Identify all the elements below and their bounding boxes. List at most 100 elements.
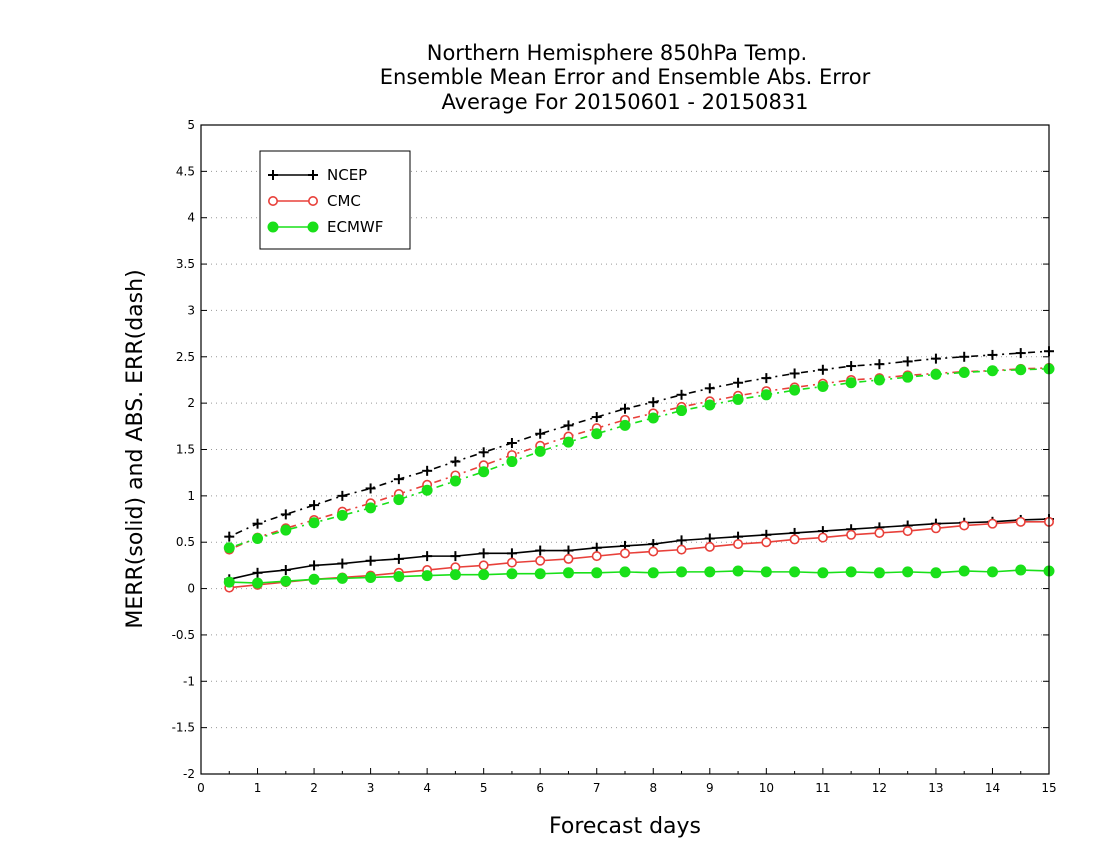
y-tick-label: 5: [187, 118, 195, 132]
series-ncep-abs-err-point: [450, 456, 461, 467]
x-tick-label: 8: [649, 781, 657, 795]
series-ncep-abs-err-point: [846, 361, 857, 372]
x-axis-label: Forecast days: [549, 814, 701, 839]
series-ecmwf-merr-point: [619, 566, 631, 578]
legend-box: [259, 150, 411, 250]
series-ecmwf-merr-point: [591, 567, 603, 579]
series-ncep-merr-point: [704, 533, 715, 544]
series-ecmwf-abs-err-point: [223, 542, 235, 554]
series-ncep-abs-err-point: [704, 383, 715, 394]
chart-title-line-2: Ensemble Mean Error and Ensemble Abs. Er…: [380, 65, 871, 89]
series-cmc-merr-point: [789, 534, 800, 545]
series-cmc-merr-point: [676, 544, 687, 555]
series-ecmwf-merr-point: [732, 565, 744, 577]
series-cmc: [224, 362, 1055, 593]
series-ncep-merr-point: [393, 553, 404, 564]
series-ecmwf-merr-point: [478, 569, 490, 581]
chart-title-line-1: Northern Hemisphere 850hPa Temp.: [427, 41, 807, 65]
series-ecmwf-abs-err-point: [902, 371, 914, 383]
series-cmc-merr-point: [930, 523, 941, 534]
series-ecmwf-merr-point: [506, 568, 518, 580]
series-ncep-abs-err-point: [874, 359, 885, 370]
y-tick-label: 3.5: [176, 257, 195, 271]
series-ncep-abs-err-point: [506, 438, 517, 449]
series-ncep-merr-point: [252, 567, 263, 578]
y-tick-label: -2: [183, 767, 195, 781]
series-ecmwf-merr-point: [308, 573, 320, 585]
legend-item-cmc: CMC: [267, 192, 361, 210]
series-ncep-abs-err-point: [902, 356, 913, 367]
series-ecmwf-abs-err-point: [817, 380, 829, 392]
series-ecmwf-merr-point: [986, 566, 998, 578]
legend-label-ecmwf: ECMWF: [327, 218, 383, 236]
y-axis-label: MERR(solid) and ABS. ERR(dash): [123, 269, 148, 628]
series-ncep-abs-err-point: [422, 465, 433, 476]
x-tick-label: 10: [759, 781, 774, 795]
series-ecmwf-abs-err-point: [760, 389, 772, 401]
series-cmc-merr-point: [846, 529, 857, 540]
x-tick-label: 0: [197, 781, 205, 795]
series-ncep-merr-line: [229, 518, 1050, 581]
series-ncep-merr-point: [591, 542, 602, 553]
series-ecmwf-abs-err-point: [365, 502, 377, 514]
series-ecmwf-abs-err-point: [280, 524, 292, 536]
series-ncep-merr-point: [506, 548, 517, 559]
series-ecmwf-abs-err-point: [732, 393, 744, 405]
series-ecmwf-abs-err-point: [619, 419, 631, 431]
series-layer: [223, 346, 1055, 593]
y-tick-label: -1: [183, 674, 195, 688]
series-ecmwf-abs-err-point: [986, 365, 998, 377]
y-axis-ticks: -2 -1.5 -1 -0.5 0 0.5 1 1.5 2 2.5 3 3.5 4 4.5 5: [172, 118, 1049, 781]
legend-marker-ncep-start: [268, 170, 278, 180]
series-cmc-merr-point: [1015, 516, 1026, 527]
series-ncep-abs-err-point: [1015, 348, 1026, 359]
series-ncep-abs-err-point: [959, 351, 970, 362]
series-ncep-merr-point: [337, 558, 348, 569]
series-ecmwf: [223, 363, 1055, 589]
series-ecmwf-abs-err-point: [873, 374, 885, 386]
legend-marker-cmc-end: [307, 196, 318, 207]
series-ncep-abs-err-point: [761, 373, 772, 384]
series-ecmwf-abs-err-point: [252, 533, 264, 545]
series-ecmwf-abs-err-point: [1015, 364, 1027, 376]
series-ecmwf-merr-point: [676, 566, 688, 578]
x-axis-ticks: 0 1 2 3 4 5 6 7 8 9 10 11 12 13 14 15: [197, 768, 1057, 795]
series-ecmwf-abs-err-point: [393, 494, 405, 506]
series-ecmwf-merr-point: [789, 566, 801, 578]
x-tick-label: 9: [706, 781, 714, 795]
legend-marker-ncep-end: [308, 170, 318, 180]
y-tick-label: 0.5: [176, 535, 195, 549]
series-cmc-merr-point: [591, 551, 602, 562]
series-ncep-abs-err-point: [535, 428, 546, 439]
x-tick-label: 15: [1041, 781, 1056, 795]
series-ecmwf-merr-point: [930, 567, 942, 579]
series-ncep-abs-err-point: [987, 349, 998, 360]
series-ecmwf-merr-point: [958, 565, 970, 577]
series-ecmwf-abs-err-point: [308, 517, 320, 529]
series-cmc-merr-point: [563, 553, 574, 564]
series-ncep-abs-err-point: [224, 531, 235, 542]
legend: NCEP CMC ECMWF: [259, 150, 411, 250]
series-cmc-merr-point: [874, 527, 885, 538]
x-tick-label: 1: [254, 781, 262, 795]
series-ecmwf-merr-point: [704, 566, 716, 578]
series-ncep-abs-err-point: [591, 412, 602, 423]
series-ncep-abs-err-point: [930, 353, 941, 364]
series-ecmwf-merr-point: [817, 567, 829, 579]
series-ecmwf-merr-point: [1015, 564, 1027, 576]
series-ncep-merr-point: [676, 535, 687, 546]
legend-marker-ecmwf-end: [307, 221, 319, 233]
series-ecmwf-abs-err-point: [845, 377, 857, 389]
series-ncep-abs-err-point: [280, 509, 291, 520]
series-ncep-abs-err-point: [365, 483, 376, 494]
y-tick-label: 4: [187, 211, 195, 225]
series-ncep-abs-err-point: [817, 364, 828, 375]
series-ecmwf-merr-point: [449, 569, 461, 581]
y-tick-label: 1.5: [176, 443, 195, 457]
legend-marker-ecmwf-start: [267, 221, 279, 233]
series-ncep-merr-point: [450, 551, 461, 562]
series-cmc-merr-point: [987, 518, 998, 529]
series-ncep-abs-err-point: [620, 403, 630, 414]
series-ecmwf-abs-err-point: [336, 509, 348, 521]
